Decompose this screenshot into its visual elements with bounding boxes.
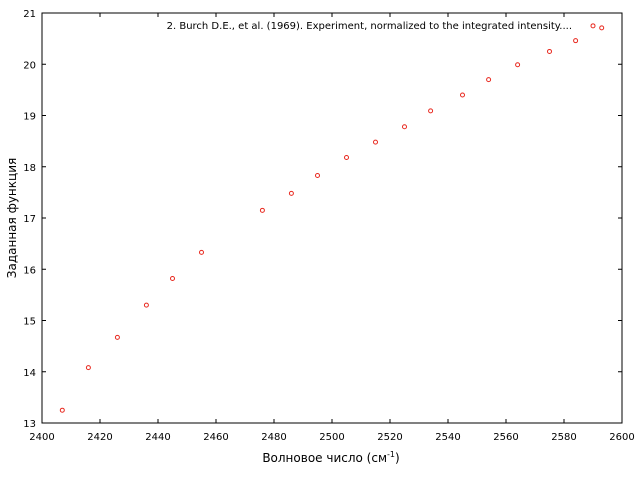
- data-point: [599, 25, 605, 31]
- data-point: [373, 139, 378, 145]
- data-point: [486, 77, 492, 83]
- x-tick-label: 2400: [29, 432, 54, 443]
- data-point: [288, 190, 294, 196]
- data-point: [59, 407, 65, 413]
- data-point: [114, 334, 120, 340]
- legend-entry: 2. Burch D.E., et al. (1969). Experiment…: [167, 21, 572, 32]
- data-point: [573, 38, 579, 44]
- y-tick-label: 15: [23, 317, 36, 328]
- data-point: [547, 48, 552, 54]
- data-point: [428, 108, 434, 114]
- x-tick-label: 2440: [145, 432, 170, 443]
- x-tick-label: 2520: [377, 432, 402, 443]
- axis-ticks: 2400 2420 2440 2460 2480 2500 2520 2540 2560 2580…: [23, 9, 634, 443]
- x-axis-label: Волновое число (см-1): [262, 450, 399, 465]
- data-point: [515, 62, 521, 68]
- y-tick-label: 17: [23, 214, 36, 225]
- y-tick-label: 20: [23, 60, 36, 71]
- data-point: [143, 302, 149, 308]
- x-tick-label: 2420: [87, 432, 112, 443]
- data-point: [402, 124, 407, 130]
- y-tick-label: 16: [23, 265, 36, 276]
- x-tick-label: 2580: [551, 432, 576, 443]
- y-tick-label: 19: [23, 112, 36, 123]
- data-point: [170, 275, 175, 281]
- x-tick-label: 2600: [609, 432, 634, 443]
- data-point: [344, 155, 349, 161]
- data-points: [59, 23, 605, 413]
- data-point: [315, 172, 320, 178]
- y-tick-label: 14: [23, 368, 36, 379]
- data-point: [85, 365, 91, 371]
- data-point: [590, 23, 596, 29]
- x-tick-label: 2500: [319, 432, 344, 443]
- x-tick-label: 2540: [435, 432, 460, 443]
- plot-frame: [41, 12, 623, 424]
- y-tick-label: 13: [23, 419, 36, 430]
- y-tick-label: 18: [23, 163, 36, 174]
- y-axis-label: Заданная функция: [5, 158, 19, 278]
- x-tick-label: 2480: [261, 432, 286, 443]
- data-point: [259, 207, 265, 213]
- data-point: [460, 92, 465, 98]
- x-tick-label: 2460: [203, 432, 228, 443]
- x-tick-label: 2560: [493, 432, 518, 443]
- data-point: [199, 249, 204, 255]
- y-tick-label: 21: [23, 9, 36, 20]
